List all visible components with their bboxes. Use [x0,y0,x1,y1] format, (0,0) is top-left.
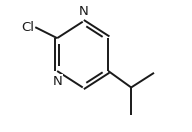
Text: N: N [79,5,89,18]
Text: N: N [52,75,62,88]
Text: Cl: Cl [21,21,34,34]
